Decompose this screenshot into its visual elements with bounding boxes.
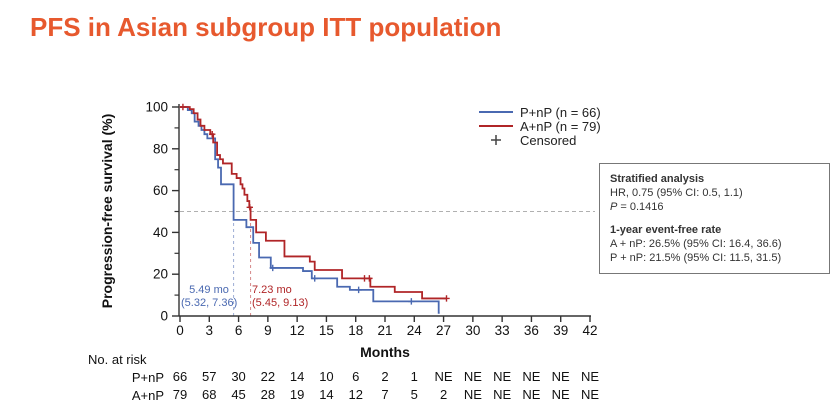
risk-value-P+nP: 30 [231,369,245,384]
y-axis-label: Progression-free survival (%) [99,113,115,309]
x-tick-label: 0 [176,323,184,338]
risk-row-label-pnp: P+nP [131,370,164,385]
legend-label-censored: Censored [520,133,577,148]
x-axis-label: Months [360,344,410,360]
stats-box-hr-line: HR, 0.75 (95% CI: 0.5, 1.1) [610,187,743,199]
stats-box-anp-rate: A + nP: 26.5% (95% CI: 16.4, 36.6) [610,238,782,250]
risk-value-P+nP: 14 [290,369,304,384]
median-value-anp: 7.23 mo [252,284,292,296]
censor-mark-anp [366,275,373,282]
x-tick-label: 21 [377,323,392,338]
risk-value-P+nP: 6 [352,369,359,384]
censor-mark-anp [246,204,253,211]
risk-value-A+nP: NE [552,387,570,402]
x-tick-label: 24 [407,323,423,338]
risk-value-P+nP: NE [435,369,453,384]
median-annotation-pnp: 5.49 mo (5.32, 7.36) [181,284,237,310]
page-title: PFS in Asian subgroup ITT population [30,12,502,42]
risk-value-P+nP: 22 [261,369,275,384]
x-tick-label: 12 [290,323,305,338]
censor-mark-pnp [408,298,415,305]
x-tick-label: 18 [348,323,363,338]
x-tick-label: 27 [436,323,451,338]
legend-label-anp: A+nP (n = 79) [520,119,601,134]
risk-value-A+nP: NE [581,387,599,402]
stats-box-stratified-heading: Stratified analysis [610,173,705,185]
risk-value-A+nP: 45 [231,387,245,402]
risk-value-A+nP: 12 [348,387,362,402]
y-tick-label: 60 [153,183,168,198]
risk-value-A+nP: 19 [290,387,304,402]
stats-box: Stratified analysis HR, 0.75 (95% CI: 0.… [599,163,830,274]
p-value-rest: = 0.1416 [617,201,664,213]
censor-mark-pnp [311,275,318,282]
x-tick-label: 30 [465,323,480,338]
risk-value-A+nP: NE [493,387,511,402]
stats-box-pnp-rate: P + nP: 21.5% (95% CI: 11.5, 31.5) [610,252,782,264]
risk-value-A+nP: 5 [411,387,418,402]
risk-value-A+nP: 28 [261,387,275,402]
risk-value-A+nP: 14 [319,387,333,402]
legend-censored-plus-icon [491,135,501,145]
y-tick-label: 40 [153,225,168,240]
risk-table-heading: No. at risk [88,352,147,367]
x-tick-label: 33 [495,323,510,338]
median-ci-anp: (5.45, 9.13) [252,297,309,309]
risk-value-P+nP: 57 [202,369,216,384]
risk-value-A+nP: 79 [173,387,187,402]
p-value-symbol: P [610,201,618,213]
median-value-pnp: 5.49 mo [189,284,229,296]
y-tick-label: 0 [160,309,168,324]
legend-label-pnp: P+nP (n = 66) [520,105,601,120]
censor-mark-pnp [355,286,362,294]
risk-value-P+nP: 1 [411,369,418,384]
km-curve-anp [180,106,447,300]
risk-value-A+nP: NE [522,387,540,402]
risk-value-A+nP: 2 [440,387,447,402]
risk-value-P+nP: NE [464,369,482,384]
median-annotation-anp: 7.23 mo (5.45, 9.13) [252,284,308,310]
risk-value-P+nP: NE [552,369,570,384]
x-tick-label: 3 [206,323,214,338]
risk-value-A+nP: 68 [202,387,216,402]
risk-row-label-anp: A+nP [131,388,164,403]
x-tick-label: 39 [553,323,568,338]
stats-box-event-free-heading: 1-year event-free rate [610,224,722,236]
y-tick-label: 100 [145,100,168,115]
y-tick-label: 80 [153,141,168,156]
risk-value-P+nP: NE [581,369,599,384]
risk-value-A+nP: NE [464,387,482,402]
x-tick-label: 6 [235,323,243,338]
risk-value-P+nP: NE [522,369,540,384]
risk-value-A+nP: 7 [381,387,388,402]
risk-value-P+nP: NE [493,369,511,384]
x-tick-label: 36 [524,323,539,338]
risk-value-P+nP: 66 [173,369,187,384]
risk-value-P+nP: 10 [319,369,333,384]
censor-mark-anp [209,130,216,138]
x-tick-label: 9 [264,323,272,338]
risk-value-P+nP: 2 [381,369,388,384]
x-tick-label: 15 [319,323,334,338]
y-tick-label: 20 [153,267,168,282]
censor-mark-anp [443,295,450,302]
x-tick-label: 42 [582,323,597,338]
km-curve-pnp [180,106,440,314]
median-ci-pnp: (5.32, 7.36) [181,297,238,309]
censor-mark-pnp [269,264,276,272]
stats-box-p-line: P = 0.1416 [610,200,819,214]
censor-mark-anp [179,103,187,111]
